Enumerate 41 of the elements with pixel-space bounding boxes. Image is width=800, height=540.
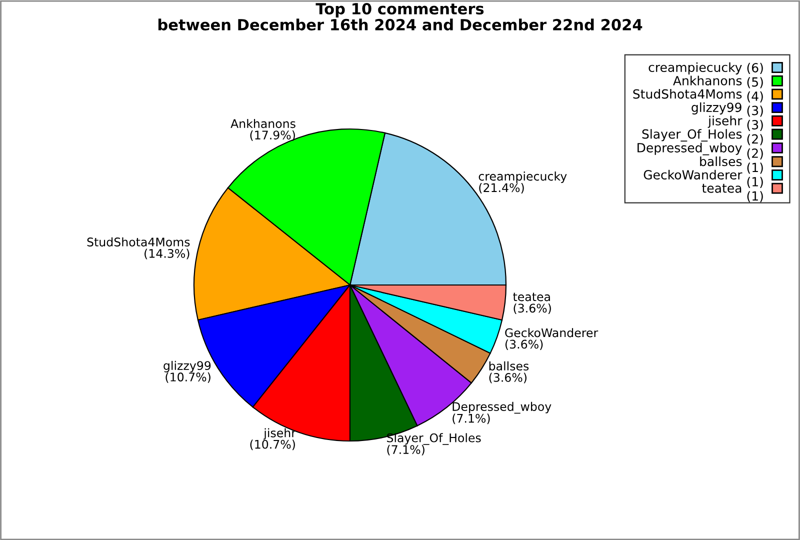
data-label: (7.1%) (387, 444, 424, 456)
slice-label: StudShota4Moms (87, 237, 190, 246)
text: (2) (747, 134, 763, 146)
slice-label: GeckoWanderer (505, 328, 598, 338)
chart-title: Top 10 commenters between December 16th 2024 and December 22nd 2024 (158, 2, 642, 30)
category-label: Ankhanons (673, 76, 742, 86)
text: (3) (747, 120, 763, 131)
data-label: (3.6%) (489, 372, 526, 384)
slice-label: creampiecucky (478, 172, 567, 183)
text: (6) (747, 62, 763, 74)
text: (4) (747, 91, 763, 102)
text: (5) (747, 77, 763, 88)
data-label: (3.6%) (514, 304, 551, 314)
data-label: (17.9%) (250, 130, 295, 141)
data-label: (10.7%) (250, 440, 295, 450)
category-label: glizzy99 (692, 102, 742, 114)
category-label: GeckoWanderer (644, 170, 742, 180)
data-label: (21.4%) (479, 183, 524, 194)
category-label: teatea (702, 184, 742, 193)
slice-label: jisehr (263, 428, 296, 440)
category-label: StudShota4Moms (633, 89, 742, 99)
category-label: Slayer_Of_Holes (642, 129, 742, 142)
category-label: Depressed_wboy (638, 142, 742, 156)
text: (2) (747, 148, 763, 160)
category-label: ballses (700, 156, 742, 166)
data-label: (3.6%) (505, 340, 543, 350)
category-label: creampiecucky (648, 62, 742, 74)
text: (1) (747, 162, 763, 174)
slice-label: glizzy99 (164, 360, 211, 372)
slice-label: ballses (489, 361, 529, 370)
data-label: (7.1%) (452, 414, 490, 424)
text: (1) (747, 191, 763, 202)
slice-label: teatea (513, 292, 550, 302)
legend-label: jisehr (708, 116, 742, 128)
slice-label: Slayer_Of_Holes (387, 433, 481, 445)
data-label: (10.7%) (166, 372, 210, 383)
text: (3) (747, 106, 763, 117)
slice-label: Depressed_wboy (452, 402, 552, 414)
text: (1) (747, 176, 763, 188)
data-label: (14.3%) (144, 248, 190, 260)
slice-label: Ankhanons (230, 118, 296, 128)
